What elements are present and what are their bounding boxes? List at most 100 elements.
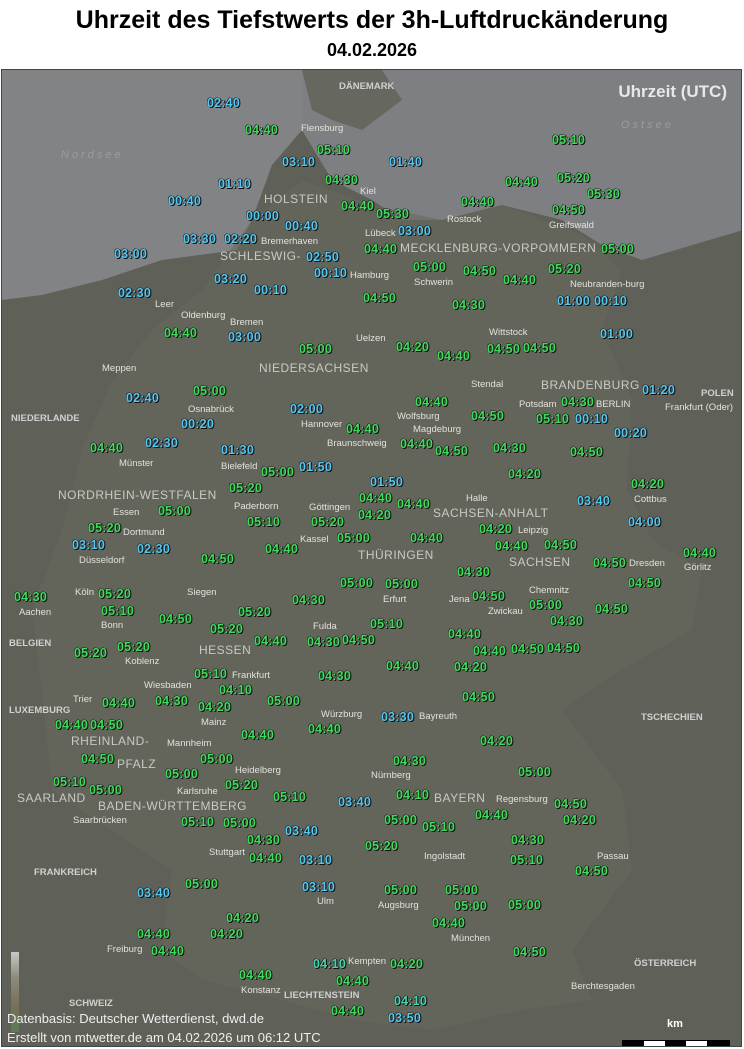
time-label: 05:20 (88, 521, 121, 535)
city-label: Flensburg (301, 123, 344, 134)
time-label: 04:30 (155, 694, 188, 708)
city-label: Göttingen (309, 502, 351, 513)
time-label: 04:00 (628, 515, 661, 529)
time-label: 05:20 (210, 622, 243, 636)
city-label: Wiesbaden (144, 680, 192, 691)
time-label: 05:00 (508, 898, 541, 912)
time-label: 05:10 (53, 775, 86, 789)
time-label: 04:40 (241, 728, 274, 742)
time-label: 05:00 (223, 816, 256, 830)
time-label: 04:30 (550, 614, 583, 628)
city-label: BERLIN (596, 399, 631, 410)
time-label: 04:50 (342, 633, 375, 647)
city-label: Münster (119, 458, 154, 469)
time-label: 01:50 (299, 460, 332, 474)
city-label: Siegen (187, 587, 217, 598)
time-label: 04:50 (570, 445, 603, 459)
map-date: 04.02.2026 (326, 40, 418, 60)
city-label: Augsburg (378, 900, 419, 911)
time-label: 01:00 (557, 294, 590, 308)
time-label: 05:20 (225, 778, 258, 792)
city-label: Kempten (348, 956, 387, 967)
time-label: 04:40 (265, 542, 298, 556)
city-label: Leipzig (518, 525, 549, 536)
time-label: 02:30 (137, 542, 170, 556)
time-label: 04:50 (513, 945, 546, 959)
city-label: Zwickau (488, 606, 523, 617)
sea-label: Ostsee (621, 119, 674, 131)
time-label: 04:40 (364, 242, 397, 256)
time-label: 04:50 (471, 409, 504, 423)
time-label: 04:30 (493, 441, 526, 455)
time-label: 05:20 (229, 481, 262, 495)
region-label: THÜRINGEN (358, 548, 434, 562)
region-label: MECKLENBURG-VORPOMMERN (400, 241, 597, 255)
time-label: 02:20 (224, 232, 257, 246)
time-label: 04:40 (437, 349, 470, 363)
elevation-legend (11, 952, 19, 1032)
city-label: Frankfurt (232, 670, 271, 681)
sea-area (2, 70, 302, 300)
city-label: Dresden (629, 558, 665, 569)
time-label: 01:40 (389, 155, 422, 169)
city-label: Rostock (447, 214, 482, 225)
time-label: 04:50 (90, 718, 123, 732)
time-label: 01:00 (600, 327, 633, 341)
time-label: 04:40 (336, 974, 369, 988)
city-label: Heidelberg (235, 765, 281, 776)
time-label: 04:30 (325, 173, 358, 187)
city-label: Wolfsburg (397, 411, 440, 422)
time-label: 05:00 (385, 577, 418, 591)
country-label: TSCHECHIEN (641, 712, 703, 723)
time-label: 04:40 (505, 175, 538, 189)
time-label: 02:30 (145, 436, 178, 450)
time-label: 04:30 (452, 298, 485, 312)
time-label: 05:20 (117, 640, 150, 654)
city-label: Bielefeld (221, 461, 258, 472)
city-label: Konstanz (241, 985, 281, 996)
time-label: 05:10 (181, 815, 214, 829)
time-label: 02:50 (306, 250, 339, 264)
city-label: Karlsruhe (177, 786, 218, 797)
time-label: 03:30 (183, 232, 216, 246)
time-label: 05:10 (317, 143, 350, 157)
time-label: 04:40 (495, 539, 528, 553)
map-title: Uhrzeit des Tiefstwerts der 3h-Luftdruck… (75, 6, 669, 34)
map-background (2, 70, 741, 1030)
region-label: RHEINLAND- (71, 734, 150, 748)
time-label: 03:10 (299, 853, 332, 867)
time-label: 04:50 (554, 797, 587, 811)
time-label: 05:00 (384, 883, 417, 897)
city-label: Passau (597, 851, 629, 862)
time-label: 04:40 (475, 808, 508, 822)
time-label: 00:20 (614, 426, 647, 440)
city-label: Meppen (102, 363, 137, 374)
city-label: Berchtesgaden (571, 981, 635, 992)
region-label: HOLSTEIN (264, 192, 329, 206)
time-label: 04:50 (363, 291, 396, 305)
city-label: Essen (113, 507, 140, 518)
time-label: 04:40 (432, 916, 465, 930)
city-label: Köln (75, 587, 95, 598)
time-label: 04:40 (359, 491, 392, 505)
time-label: 05:20 (74, 646, 107, 660)
baltic-sea-area (302, 70, 741, 260)
scale-unit: km (667, 1018, 683, 1030)
time-label: 00:00 (246, 209, 279, 223)
time-label: 04:30 (561, 395, 594, 409)
time-label: 03:40 (137, 886, 170, 900)
time-label: 03:40 (338, 795, 371, 809)
time-label: 05:00 (267, 694, 300, 708)
time-label: 04:40 (308, 722, 341, 736)
region-label: BADEN-WÜRTTEMBERG (98, 799, 247, 813)
time-label: 04:40 (415, 395, 448, 409)
region-label: SACHSEN (509, 555, 571, 569)
time-label: 04:50 (547, 641, 580, 655)
time-label: 05:20 (365, 839, 398, 853)
time-label: 05:00 (200, 752, 233, 766)
city-label: Chemnitz (529, 585, 570, 596)
city-label: Bonn (101, 620, 124, 631)
time-label: 04:40 (249, 851, 282, 865)
city-label: Magdeburg (413, 424, 462, 435)
time-label: 03:10 (282, 155, 315, 169)
